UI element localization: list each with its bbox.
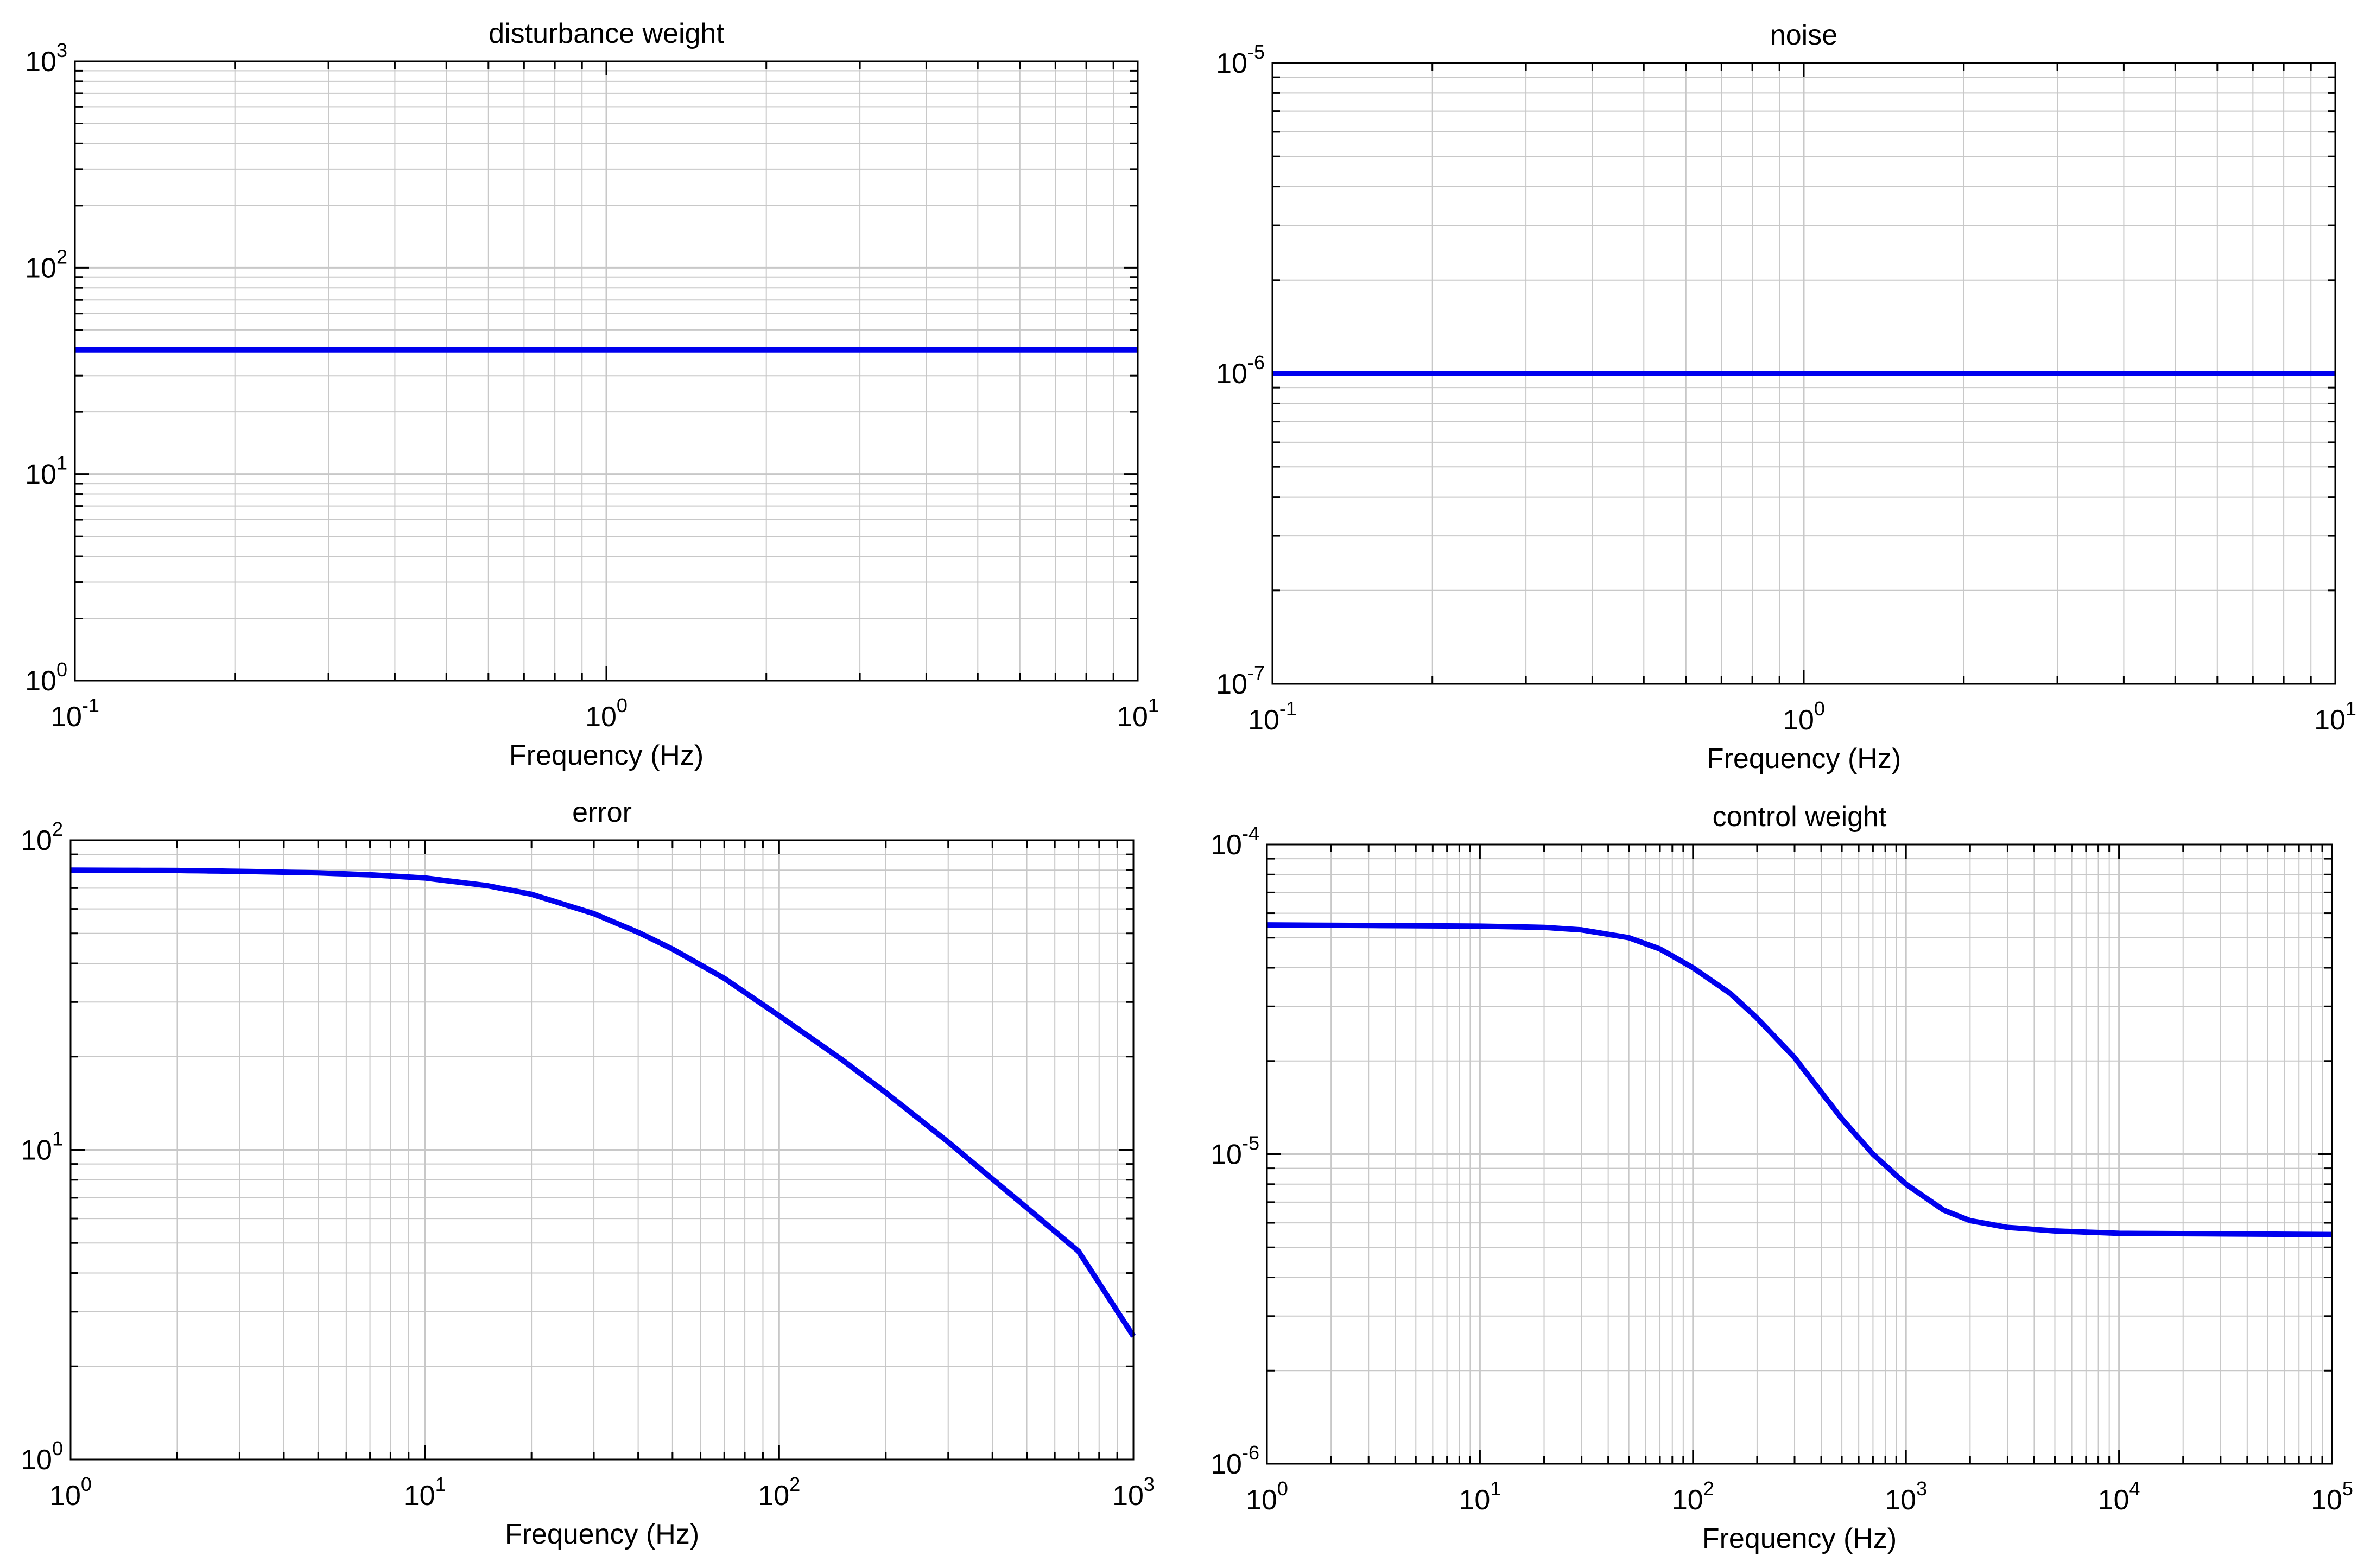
y-tick-label: 100 (25, 658, 67, 697)
chart-title: error (572, 797, 632, 828)
y-tick-label: 10-5 (1210, 1132, 1259, 1171)
y-tick-label: 10-6 (1210, 1442, 1259, 1480)
x-tick-label: 104 (2098, 1477, 2140, 1516)
axes-box (74, 60, 1139, 682)
axes-box (1271, 62, 2336, 685)
x-tick-label: 10-1 (1248, 697, 1297, 736)
chart-2: noise Frequency (Hz) 10-1 100 101 10-7 10-6 10-… (1216, 20, 2356, 775)
y-tick-label: 102 (25, 245, 67, 284)
y-tick-label: 10-4 (1210, 822, 1259, 861)
x-axis-label: Frequency (Hz) (505, 1519, 699, 1550)
tick-marks (74, 60, 1139, 682)
chart-title: disturbance weight (489, 18, 724, 49)
x-tick-label: 101 (1459, 1477, 1501, 1516)
x-tick-label: 101 (404, 1473, 446, 1512)
grid (75, 61, 1138, 681)
y-tick-label: 10-5 (1216, 41, 1265, 79)
y-tick-label: 102 (21, 818, 63, 856)
x-tick-label: 100 (49, 1473, 92, 1512)
x-axis-label: Frequency (Hz) (1707, 743, 1901, 775)
x-tick-label: 101 (2314, 697, 2356, 736)
axes-box (1266, 843, 2333, 1465)
x-axis-label: Frequency (Hz) (509, 740, 704, 771)
x-tick-label: 102 (1672, 1477, 1714, 1516)
x-tick-label: 102 (758, 1473, 800, 1512)
chart-3: error Frequency (Hz) 100 101 102 103 100 101 102 (21, 797, 1155, 1550)
y-tick-label: 101 (25, 452, 67, 491)
y-tick-label: 101 (21, 1128, 63, 1166)
x-tick-label: 10-1 (50, 694, 99, 733)
series-line-1 (70, 867, 1136, 1338)
grid (1267, 845, 2332, 1464)
x-tick-label: 100 (585, 694, 628, 733)
y-tick-label: 100 (21, 1437, 63, 1476)
chart-title: noise (1770, 20, 1837, 51)
x-axis-label: Frequency (Hz) (1702, 1523, 1897, 1554)
series-line-1 (1266, 922, 2333, 1237)
y-tick-label: 103 (25, 39, 67, 78)
x-tick-label: 100 (1783, 697, 1825, 736)
chart-title: control weight (1713, 801, 1887, 833)
x-tick-label: 101 (1117, 694, 1159, 733)
y-tick-label: 10-7 (1216, 662, 1265, 700)
x-tick-label: 100 (1246, 1477, 1288, 1516)
x-tick-label: 103 (1112, 1473, 1155, 1512)
axes-box (69, 839, 1135, 1461)
x-tick-label: 103 (1885, 1477, 1927, 1516)
x-tick-label: 105 (2311, 1477, 2353, 1516)
chart-4: control weight Frequency (Hz) 100 101 102 103… (1210, 801, 2353, 1554)
y-tick-label: 10-6 (1216, 351, 1265, 390)
grid (71, 840, 1133, 1459)
